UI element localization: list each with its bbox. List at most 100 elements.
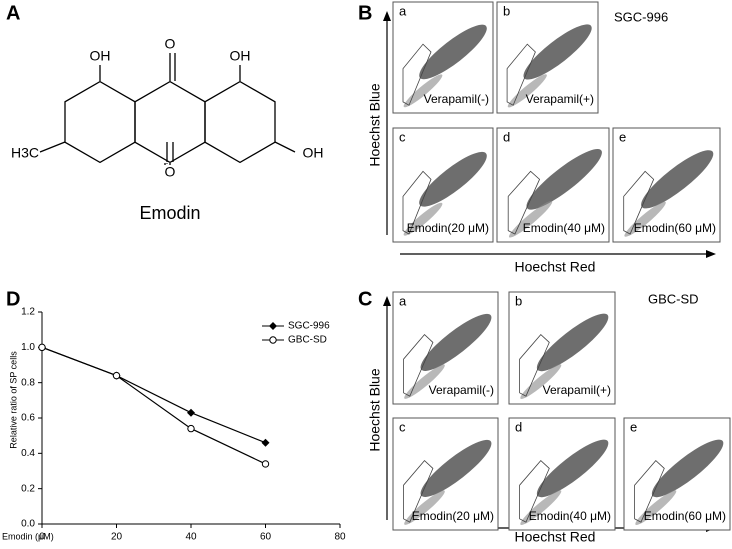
subplot-caption: Verapamil(-) xyxy=(424,92,489,106)
atom-label: O xyxy=(165,164,176,180)
sp-gate xyxy=(403,333,434,397)
marker xyxy=(38,343,46,352)
series-line xyxy=(41,346,266,444)
arrow-head xyxy=(706,250,716,258)
y-tick-label: 0.2 xyxy=(21,483,35,494)
subplot-letter: c xyxy=(399,129,406,144)
arrow-head xyxy=(383,296,391,306)
cell-tail xyxy=(520,364,562,399)
cell-tail xyxy=(403,202,443,236)
marker xyxy=(187,408,195,417)
cell-tail xyxy=(635,490,677,525)
cell-tail xyxy=(520,490,562,525)
atom-label: O xyxy=(165,36,176,52)
subplot-caption: Emodin(40 μM) xyxy=(523,221,605,235)
marker xyxy=(261,460,270,468)
cell-tail xyxy=(404,490,445,525)
panel-label: B xyxy=(358,2,372,24)
cell-cloud xyxy=(536,313,609,372)
atom-label: H3C xyxy=(11,145,39,161)
arrow-head xyxy=(383,11,391,21)
subplot-caption: Verapamil(-) xyxy=(429,383,494,397)
y-tick-label: 0.6 xyxy=(21,413,35,424)
atom-label: OH xyxy=(303,145,324,161)
y-tick-label: 0.4 xyxy=(21,448,35,459)
sp-gate xyxy=(519,333,550,397)
subplot-caption: Emodin(20 μM) xyxy=(407,221,489,235)
cell-tail xyxy=(624,201,666,237)
subplot-caption: Verapamil(+) xyxy=(526,92,594,106)
subplot-caption: Verapamil(+) xyxy=(543,383,611,397)
sp-gate xyxy=(403,459,434,523)
marker xyxy=(261,438,270,447)
x-tick-label: 60 xyxy=(260,532,272,543)
ring xyxy=(134,80,206,164)
bond xyxy=(274,141,296,153)
subplot-letter: a xyxy=(399,293,407,308)
y-tick-label: 1.0 xyxy=(21,342,35,353)
legend-label: SGC-996 xyxy=(288,321,330,332)
atom-label: OH xyxy=(90,48,111,64)
subplot-letter: e xyxy=(619,129,626,144)
x-tick-label: 40 xyxy=(185,532,197,543)
panel-label: A xyxy=(6,2,20,24)
x-tick-label: 0 xyxy=(39,532,45,543)
series-line xyxy=(41,346,266,465)
panel-label: D xyxy=(6,288,20,310)
subplot-letter: b xyxy=(515,293,522,308)
plot-frame xyxy=(508,417,616,531)
axis-label: Hoechst Blue xyxy=(367,83,383,166)
atom-label: OH xyxy=(230,48,251,64)
sp-gate xyxy=(507,170,541,235)
bond xyxy=(39,141,66,153)
cell-line: GBC-SD xyxy=(648,291,699,306)
sp-gate xyxy=(519,459,550,523)
x-tick-label: 20 xyxy=(111,532,123,543)
sp-gate xyxy=(634,459,665,523)
marker xyxy=(187,424,195,433)
cell-cloud xyxy=(419,151,487,207)
sp-gate xyxy=(623,170,655,235)
cell-cloud xyxy=(526,148,602,210)
y-tick-label: 0.0 xyxy=(21,519,35,530)
y-axis-label: Relative ratio of SP cells xyxy=(8,351,18,449)
sp-gate xyxy=(402,43,432,106)
x-axis-label: Emodin (μM) xyxy=(2,531,54,541)
cell-cloud xyxy=(536,439,609,498)
cell-cloud xyxy=(641,150,714,209)
cell-line: SGC-996 xyxy=(614,9,668,24)
axis-label: Hoechst Blue xyxy=(367,368,383,451)
subplot-letter: d xyxy=(515,419,522,434)
x-tick-label: 80 xyxy=(334,532,346,543)
ring xyxy=(64,80,136,164)
legend-marker xyxy=(269,322,277,330)
subplot-caption: Emodin(60 μM) xyxy=(634,221,716,235)
subplot-caption: Emodin(40 μM) xyxy=(529,509,611,523)
marker xyxy=(112,371,121,380)
compound-name: Emodin xyxy=(139,203,200,223)
cell-tail xyxy=(404,364,445,399)
y-tick-label: 1.2 xyxy=(21,307,35,318)
legend-label: GBC-SD xyxy=(288,335,327,346)
subplot-caption: Emodin(20 μM) xyxy=(412,509,494,523)
ring xyxy=(204,80,276,164)
subplot-letter: d xyxy=(503,129,510,144)
cell-cloud xyxy=(523,24,592,80)
cell-cloud xyxy=(651,439,724,498)
axis-label: Hoechst Red xyxy=(515,529,596,544)
subplot-letter: a xyxy=(399,3,407,18)
axis-label: Hoechst Red xyxy=(515,259,596,275)
cell-tail xyxy=(507,74,547,108)
cell-cloud xyxy=(419,24,487,80)
sp-gate xyxy=(506,43,536,106)
subplot-letter: c xyxy=(399,419,406,434)
panel-label: C xyxy=(358,288,372,310)
cell-cloud xyxy=(420,439,492,497)
sp-gate xyxy=(402,170,432,235)
legend-marker xyxy=(269,336,277,344)
cell-cloud xyxy=(420,313,492,371)
subplot-letter: e xyxy=(630,419,637,434)
y-tick-label: 0.8 xyxy=(21,377,35,388)
subplot-caption: Emodin(60 μM) xyxy=(644,509,726,523)
